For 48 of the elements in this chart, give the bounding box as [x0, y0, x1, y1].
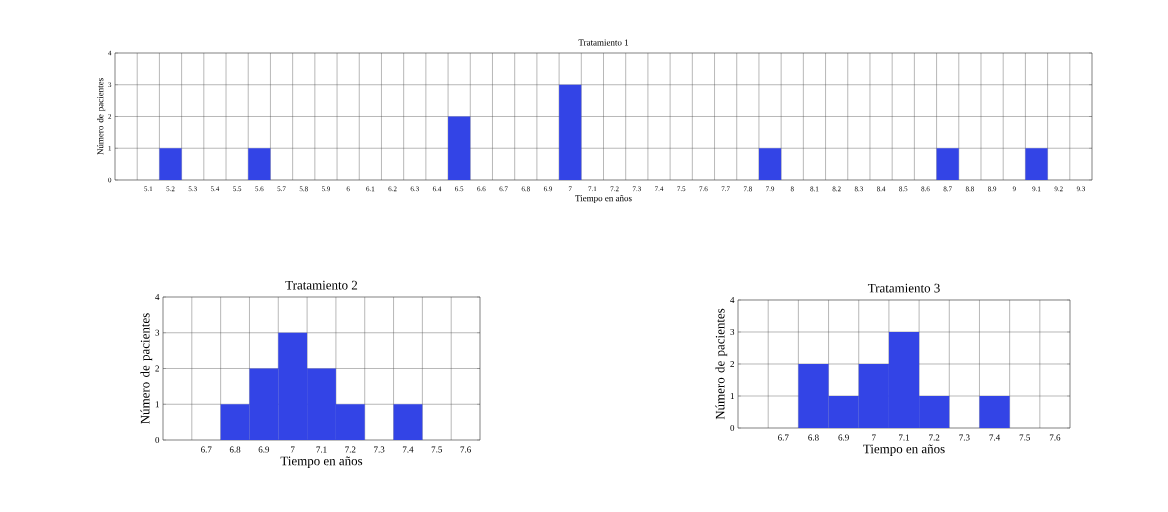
- y-tick-label: 3: [155, 329, 160, 336]
- chart-title: Tratamiento 1: [578, 39, 629, 46]
- x-tick-label: 7.4: [402, 446, 414, 453]
- y-axis-title: Número de pacientes: [715, 308, 728, 420]
- y-axis-title: Número de pacientes: [140, 313, 153, 424]
- y-tick-label: 4: [730, 297, 735, 303]
- x-tick-label: 7.3: [374, 446, 385, 453]
- y-tick-label: 2: [155, 365, 159, 372]
- bar: [979, 396, 1010, 428]
- x-tick-label: 7.5: [1019, 434, 1030, 441]
- y-tick-label: 0: [155, 436, 160, 444]
- x-tick-label: 6.8: [808, 434, 819, 441]
- y-tick-label: 4: [155, 294, 160, 300]
- x-tick-label: 7.2: [929, 434, 940, 441]
- x-axis-title: Tiempo en años: [575, 195, 632, 204]
- x-tick-label: 6.9: [838, 434, 849, 441]
- y-tick-label: 2: [730, 361, 734, 367]
- bar: [936, 148, 959, 180]
- x-tick-label: 7.2: [345, 446, 356, 453]
- y-tick-label: 0: [730, 424, 735, 432]
- bar: [559, 84, 582, 180]
- x-tick-label: 7: [291, 446, 295, 453]
- bar: [1025, 148, 1048, 180]
- bar: [248, 148, 271, 180]
- x-tick-label: 6.7: [201, 446, 212, 453]
- y-tick-label: 1: [155, 401, 159, 408]
- bar: [448, 116, 471, 180]
- x-tick-label: 7.6: [460, 446, 471, 453]
- x-tick-label: 7.6: [1049, 434, 1061, 441]
- y-tick-label: 3: [730, 328, 735, 336]
- x-axis-title: Tiempo en años: [280, 456, 363, 468]
- x-tick-label: 6.9: [258, 446, 270, 453]
- x-tick-label: 6.8: [229, 446, 241, 453]
- chart-title: Tratamiento 3: [867, 283, 940, 293]
- x-tick-label: 7.5: [431, 446, 443, 453]
- x-tick-label: 6.7: [778, 434, 789, 441]
- x-tick-label: 7.4: [989, 434, 1001, 441]
- y-axis-title: Número de pacientes: [97, 78, 106, 155]
- x-tick-label: 7.1: [899, 434, 910, 441]
- chart-title: Tratamiento 2: [285, 280, 358, 290]
- x-tick-label: 7.1: [316, 446, 327, 453]
- x-tick-label: 7.3: [959, 434, 970, 441]
- bar: [758, 148, 782, 180]
- bar: [159, 148, 182, 180]
- bar: [393, 404, 423, 440]
- y-tick-label: 1: [730, 393, 734, 399]
- x-tick-label: 7: [872, 434, 876, 441]
- x-axis-title: Tiempo en años: [863, 444, 945, 456]
